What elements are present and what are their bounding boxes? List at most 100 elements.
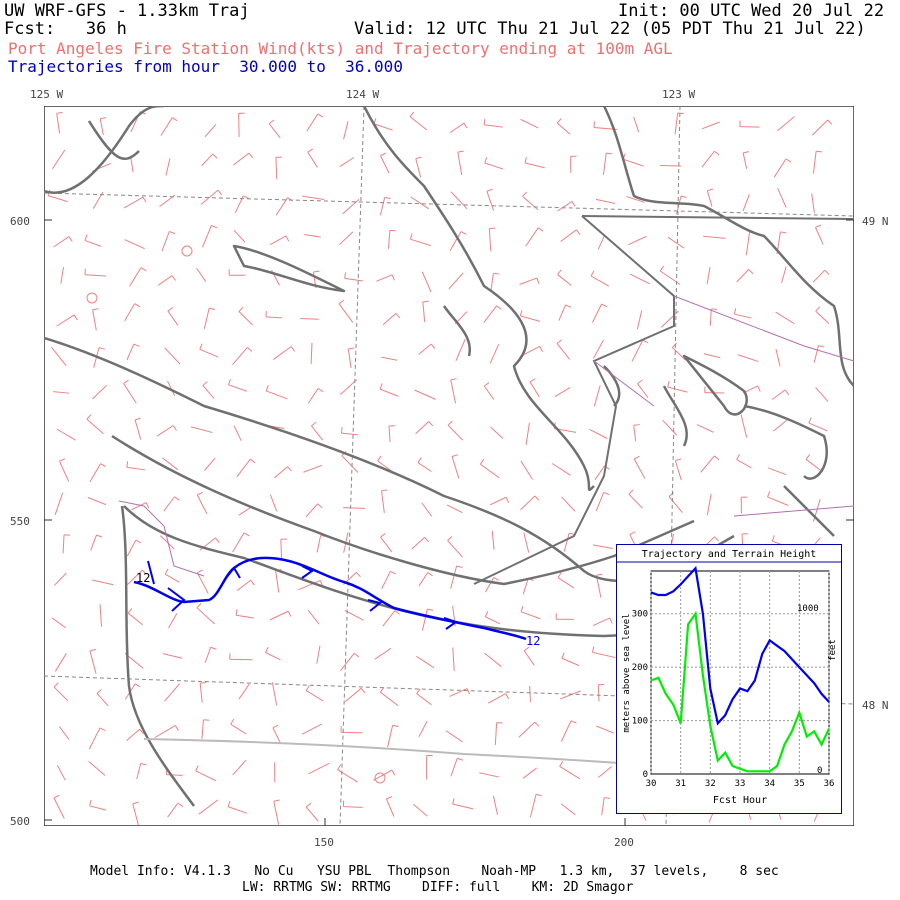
wind-barb <box>557 201 573 212</box>
wind-barb <box>232 152 250 166</box>
wind-barb <box>775 348 781 367</box>
wind-barb-flag <box>524 157 527 164</box>
y-tick-600: 600 <box>10 215 30 228</box>
wind-barb <box>520 460 533 480</box>
wind-barb <box>129 267 142 287</box>
wind-barb <box>490 273 494 292</box>
wind-barb <box>590 275 610 287</box>
wind-barb-flag <box>139 728 144 735</box>
wind-barb-flag <box>677 112 684 115</box>
wind-barb-flag <box>556 339 563 344</box>
wind-barb <box>447 540 463 558</box>
inset-x-tick: 33 <box>735 779 746 789</box>
wind-barb <box>660 310 679 328</box>
wind-barb <box>706 493 712 516</box>
wind-barb-flag <box>209 307 216 311</box>
wind-barb <box>339 157 355 167</box>
wind-barb-flag <box>235 609 238 616</box>
inset-y-tick: 100 <box>632 717 648 727</box>
wind-barb-flag <box>290 346 296 352</box>
wind-barb-flag <box>496 305 502 310</box>
y-tick-500: 500 <box>10 815 30 828</box>
wind-barb <box>556 122 571 135</box>
wind-barb <box>559 765 581 780</box>
wind-barb <box>89 463 101 483</box>
wind-barb-flag <box>736 454 741 460</box>
wind-barb-flag <box>215 537 220 543</box>
wind-barb <box>737 354 759 363</box>
wind-barb <box>734 313 752 319</box>
wind-barb <box>88 727 101 750</box>
wind-barb-flag <box>460 231 467 235</box>
wind-barb <box>347 348 352 369</box>
wind-barb <box>631 339 644 362</box>
wind-barb <box>53 797 65 819</box>
wind-barb-flag <box>317 387 324 393</box>
wind-barb-flag <box>390 570 396 575</box>
wind-barb <box>341 731 363 734</box>
wind-barb <box>595 492 605 512</box>
inset-x-tick: 35 <box>794 779 805 789</box>
wind-barb <box>343 806 363 808</box>
wind-barb <box>307 151 318 168</box>
wind-barb-flag <box>135 539 142 544</box>
wind-barb-flag <box>265 646 269 653</box>
wind-barb-flag <box>519 309 523 316</box>
inset-y-tick: 0 <box>643 770 648 780</box>
wind-barb <box>523 650 535 666</box>
wind-barb <box>523 532 530 553</box>
wind-barb-flag <box>629 531 636 535</box>
wind-barb <box>525 422 530 446</box>
wind-barb <box>773 419 788 432</box>
wind-barb <box>671 347 686 361</box>
inset-right-tick-0: 0 <box>817 766 822 776</box>
wind-barb <box>204 457 216 471</box>
wind-barb-flag <box>603 491 610 496</box>
wind-barb <box>126 728 140 742</box>
wind-barb-flag <box>484 611 489 617</box>
wind-barb-flag <box>451 454 458 458</box>
wind-barb-flag <box>391 274 395 281</box>
wind-barb <box>198 799 219 815</box>
wind-barb <box>200 189 219 205</box>
wind-barb-flag <box>360 687 366 694</box>
wind-barb-flag <box>132 801 139 805</box>
wind-barb <box>132 803 139 826</box>
wind-barb <box>524 162 545 169</box>
wind-barb <box>273 466 288 479</box>
wind-barb <box>560 803 576 816</box>
wind-barb <box>164 573 180 583</box>
wind-barb-flag <box>73 314 78 321</box>
wind-barb <box>229 658 253 661</box>
wind-barb <box>771 389 786 400</box>
valid-time: Valid: 12 UTC Thu 21 Jul 22 (05 PDT Thu … <box>354 19 866 39</box>
wind-barb <box>480 463 500 479</box>
wind-barb <box>301 723 322 735</box>
wind-barb <box>628 235 647 246</box>
wind-barb <box>269 610 289 621</box>
wind-barb-flag <box>381 489 388 492</box>
wind-barb <box>811 119 829 136</box>
wind-barb <box>659 164 682 167</box>
wind-barb <box>154 725 176 739</box>
wind-barb <box>87 497 107 506</box>
wind-barb <box>344 687 362 703</box>
wind-barb-flag <box>384 196 391 200</box>
wind-barb-flag <box>167 307 174 312</box>
wind-barb-flag <box>417 457 422 463</box>
wind-barb <box>157 275 173 286</box>
wind-barb <box>127 612 143 626</box>
wind-barb-flag <box>344 272 347 279</box>
wind-barb <box>343 121 349 140</box>
wind-barb-flag <box>202 381 208 386</box>
wind-barb <box>701 150 715 168</box>
wind-barb <box>301 195 325 201</box>
wind-barb-flag <box>637 379 643 385</box>
wind-barb <box>812 269 826 283</box>
wind-barb <box>594 465 605 481</box>
wind-barb <box>703 353 721 359</box>
wind-barb <box>410 196 430 210</box>
wind-barb <box>491 530 495 550</box>
wind-barb-flag <box>808 417 812 424</box>
wind-barb-flag <box>416 688 421 694</box>
